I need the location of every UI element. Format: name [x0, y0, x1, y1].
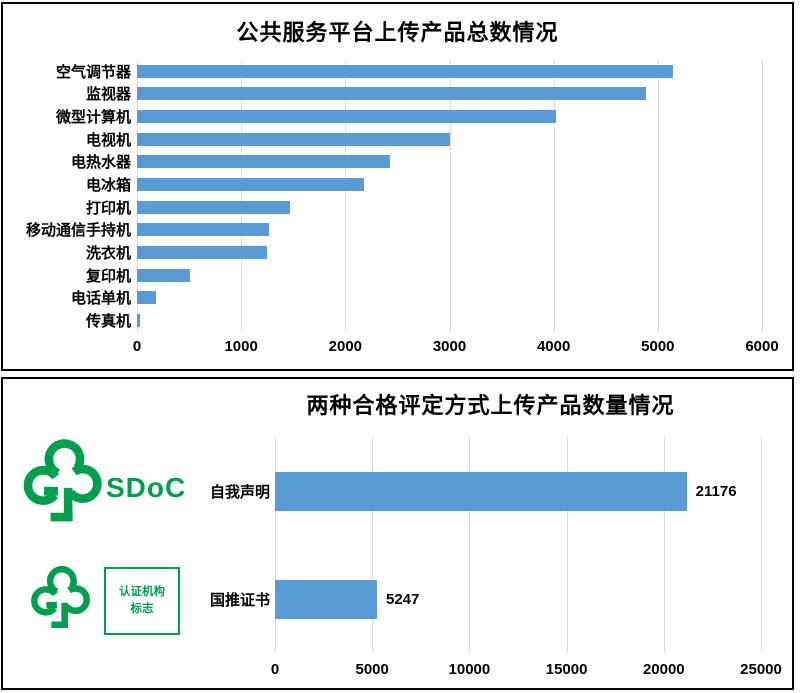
category-label: 电热水器: [70, 154, 131, 172]
gridline: [469, 437, 471, 653]
bar: [137, 314, 141, 328]
gridline: [275, 437, 276, 653]
x-tick-label: 0: [132, 338, 142, 355]
x-tick-label: 4000: [536, 338, 571, 355]
chart1-plot-area: [137, 60, 777, 332]
x-tick-label: 2000: [328, 338, 363, 355]
gridline: [761, 437, 762, 653]
category-label: 电视机: [85, 131, 131, 149]
bar: [137, 64, 674, 78]
bar: [137, 268, 191, 282]
x-tick-label: 3000: [432, 338, 467, 355]
gridline: [657, 60, 659, 332]
gp-tree-logo-icon: [23, 439, 102, 522]
bar-row: [137, 287, 777, 310]
category-label: 复印机: [85, 267, 131, 285]
bar: [137, 200, 291, 214]
bar-row: [137, 309, 777, 332]
cert-box-text-line1: 认证机构: [119, 585, 165, 598]
category-label: 国推证书: [209, 591, 270, 609]
bar: [137, 87, 647, 101]
bar: [137, 155, 391, 169]
x-tick-label: 25000: [740, 661, 782, 678]
bar: [137, 223, 270, 237]
gridline: [449, 60, 451, 332]
bar: [137, 132, 450, 146]
x-tick-label: 15000: [545, 661, 588, 678]
gp-tree-logo-icon: [31, 566, 90, 628]
category-label: 自我声明: [209, 483, 270, 501]
x-tick-label: 6000: [745, 338, 779, 355]
bar: [137, 178, 365, 192]
certification-body-mark-box: 认证机构 标志: [104, 567, 180, 635]
bar-row: [137, 105, 777, 128]
chart2-category-labels: 自我声明 国推证书: [178, 437, 270, 653]
gridline: [566, 437, 568, 653]
category-label: 传真机: [85, 313, 131, 331]
gridline: [663, 437, 665, 653]
chart2-plot-area: 21176 5247: [275, 437, 780, 653]
cert-box-text-line2: 标志: [130, 603, 154, 615]
panel-total-uploads-chart: 公共服务平台上传产品总数情况 空气调节器监视器微型计算机电视机电热水器电冰箱打印…: [1, 2, 794, 371]
value-label: 21176: [695, 482, 737, 500]
bar: [275, 579, 377, 619]
gridline: [762, 60, 763, 332]
chart2-x-axis: 0 5000 10000 15000 20000 25000: [271, 661, 782, 681]
gridline: [345, 60, 347, 332]
gridline: [553, 60, 555, 332]
category-label: 电冰箱: [85, 177, 131, 195]
chart1-category-labels: 空气调节器监视器微型计算机电视机电热水器电冰箱打印机移动通信手持机洗衣机复印机电…: [9, 60, 131, 332]
x-tick-label: 5000: [355, 661, 389, 678]
gridline: [372, 437, 374, 653]
category-label: 洗衣机: [85, 245, 131, 263]
x-tick-label: 0: [270, 661, 280, 678]
bar: [137, 246, 268, 260]
chart1-x-axis: 0 1000 2000 3000 4000 5000 6000: [133, 338, 779, 358]
x-tick-label: 20000: [642, 661, 685, 678]
bar: [137, 110, 556, 124]
bar: [137, 291, 156, 305]
gridline: [241, 60, 243, 332]
chart1-title: 公共服务平台上传产品总数情况: [236, 20, 559, 45]
category-label: 打印机: [85, 199, 131, 217]
category-label: 空气调节器: [55, 63, 131, 81]
sdoc-label: SDoC: [106, 472, 187, 503]
bar-row: [137, 196, 777, 219]
bar-row: [137, 151, 777, 174]
x-tick-label: 1000: [224, 338, 258, 355]
bar-row: [137, 264, 777, 287]
bar-row: [137, 83, 777, 106]
bar-row: [137, 219, 777, 242]
chart2-title: 两种合格评定方式上传产品数量情况: [306, 393, 675, 418]
x-tick-label: 10000: [448, 661, 491, 678]
gridline: [137, 60, 138, 332]
x-tick-label: 5000: [641, 338, 675, 355]
value-label: 5247: [386, 590, 420, 608]
bar-row: [137, 241, 777, 264]
bar-row: 5247: [275, 545, 780, 653]
category-label: 电话单机: [70, 290, 131, 308]
category-label: 移动通信手持机: [25, 222, 131, 240]
panel-assessment-methods-chart: 两种合格评定方式上传产品数量情况 SDoC: [1, 377, 794, 690]
bar-row: [137, 173, 777, 196]
category-label: 监视器: [85, 86, 131, 104]
bar: [275, 471, 687, 511]
bar-row: [137, 60, 777, 83]
bar-row: 21176: [275, 437, 780, 545]
bar-row: [137, 128, 777, 151]
category-label: 微型计算机: [55, 109, 131, 127]
